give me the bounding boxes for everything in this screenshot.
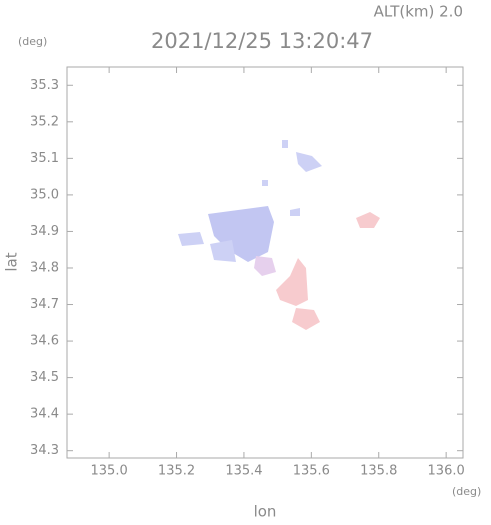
y-unit: (deg) xyxy=(18,35,47,48)
x-unit: (deg) xyxy=(452,485,481,498)
x-tick-label: 135.8 xyxy=(360,464,397,479)
y-tick-label: 34.7 xyxy=(30,297,59,312)
y-tick-label: 34.8 xyxy=(30,260,59,275)
echo-field xyxy=(178,140,380,330)
altitude-label: ALT(km) 2.0 xyxy=(374,3,463,21)
y-tick-label: 34.9 xyxy=(30,224,59,239)
y-tick-label: 34.6 xyxy=(30,334,59,349)
y-tick-label: 35.0 xyxy=(30,187,59,202)
y-tick-label: 35.2 xyxy=(30,114,59,129)
y-tick-label: 34.3 xyxy=(30,443,59,458)
plot-frame xyxy=(66,66,464,459)
y-tick-label: 34.4 xyxy=(30,407,59,422)
x-tick-label: 135.6 xyxy=(293,464,330,479)
x-tick-label: 135.0 xyxy=(91,464,128,479)
x-tick-label: 135.2 xyxy=(158,464,195,479)
y-tick-label: 35.3 xyxy=(30,78,59,93)
x-tick-label: 135.4 xyxy=(225,464,262,479)
chart-title: 2021/12/25 13:20:47 xyxy=(151,29,373,53)
x-axis-label: lon xyxy=(254,503,277,521)
y-tick-label: 35.1 xyxy=(30,151,59,166)
y-axis-label: lat xyxy=(3,252,21,271)
y-tick-label: 34.5 xyxy=(30,370,59,385)
x-tick-label: 136.0 xyxy=(428,464,465,479)
